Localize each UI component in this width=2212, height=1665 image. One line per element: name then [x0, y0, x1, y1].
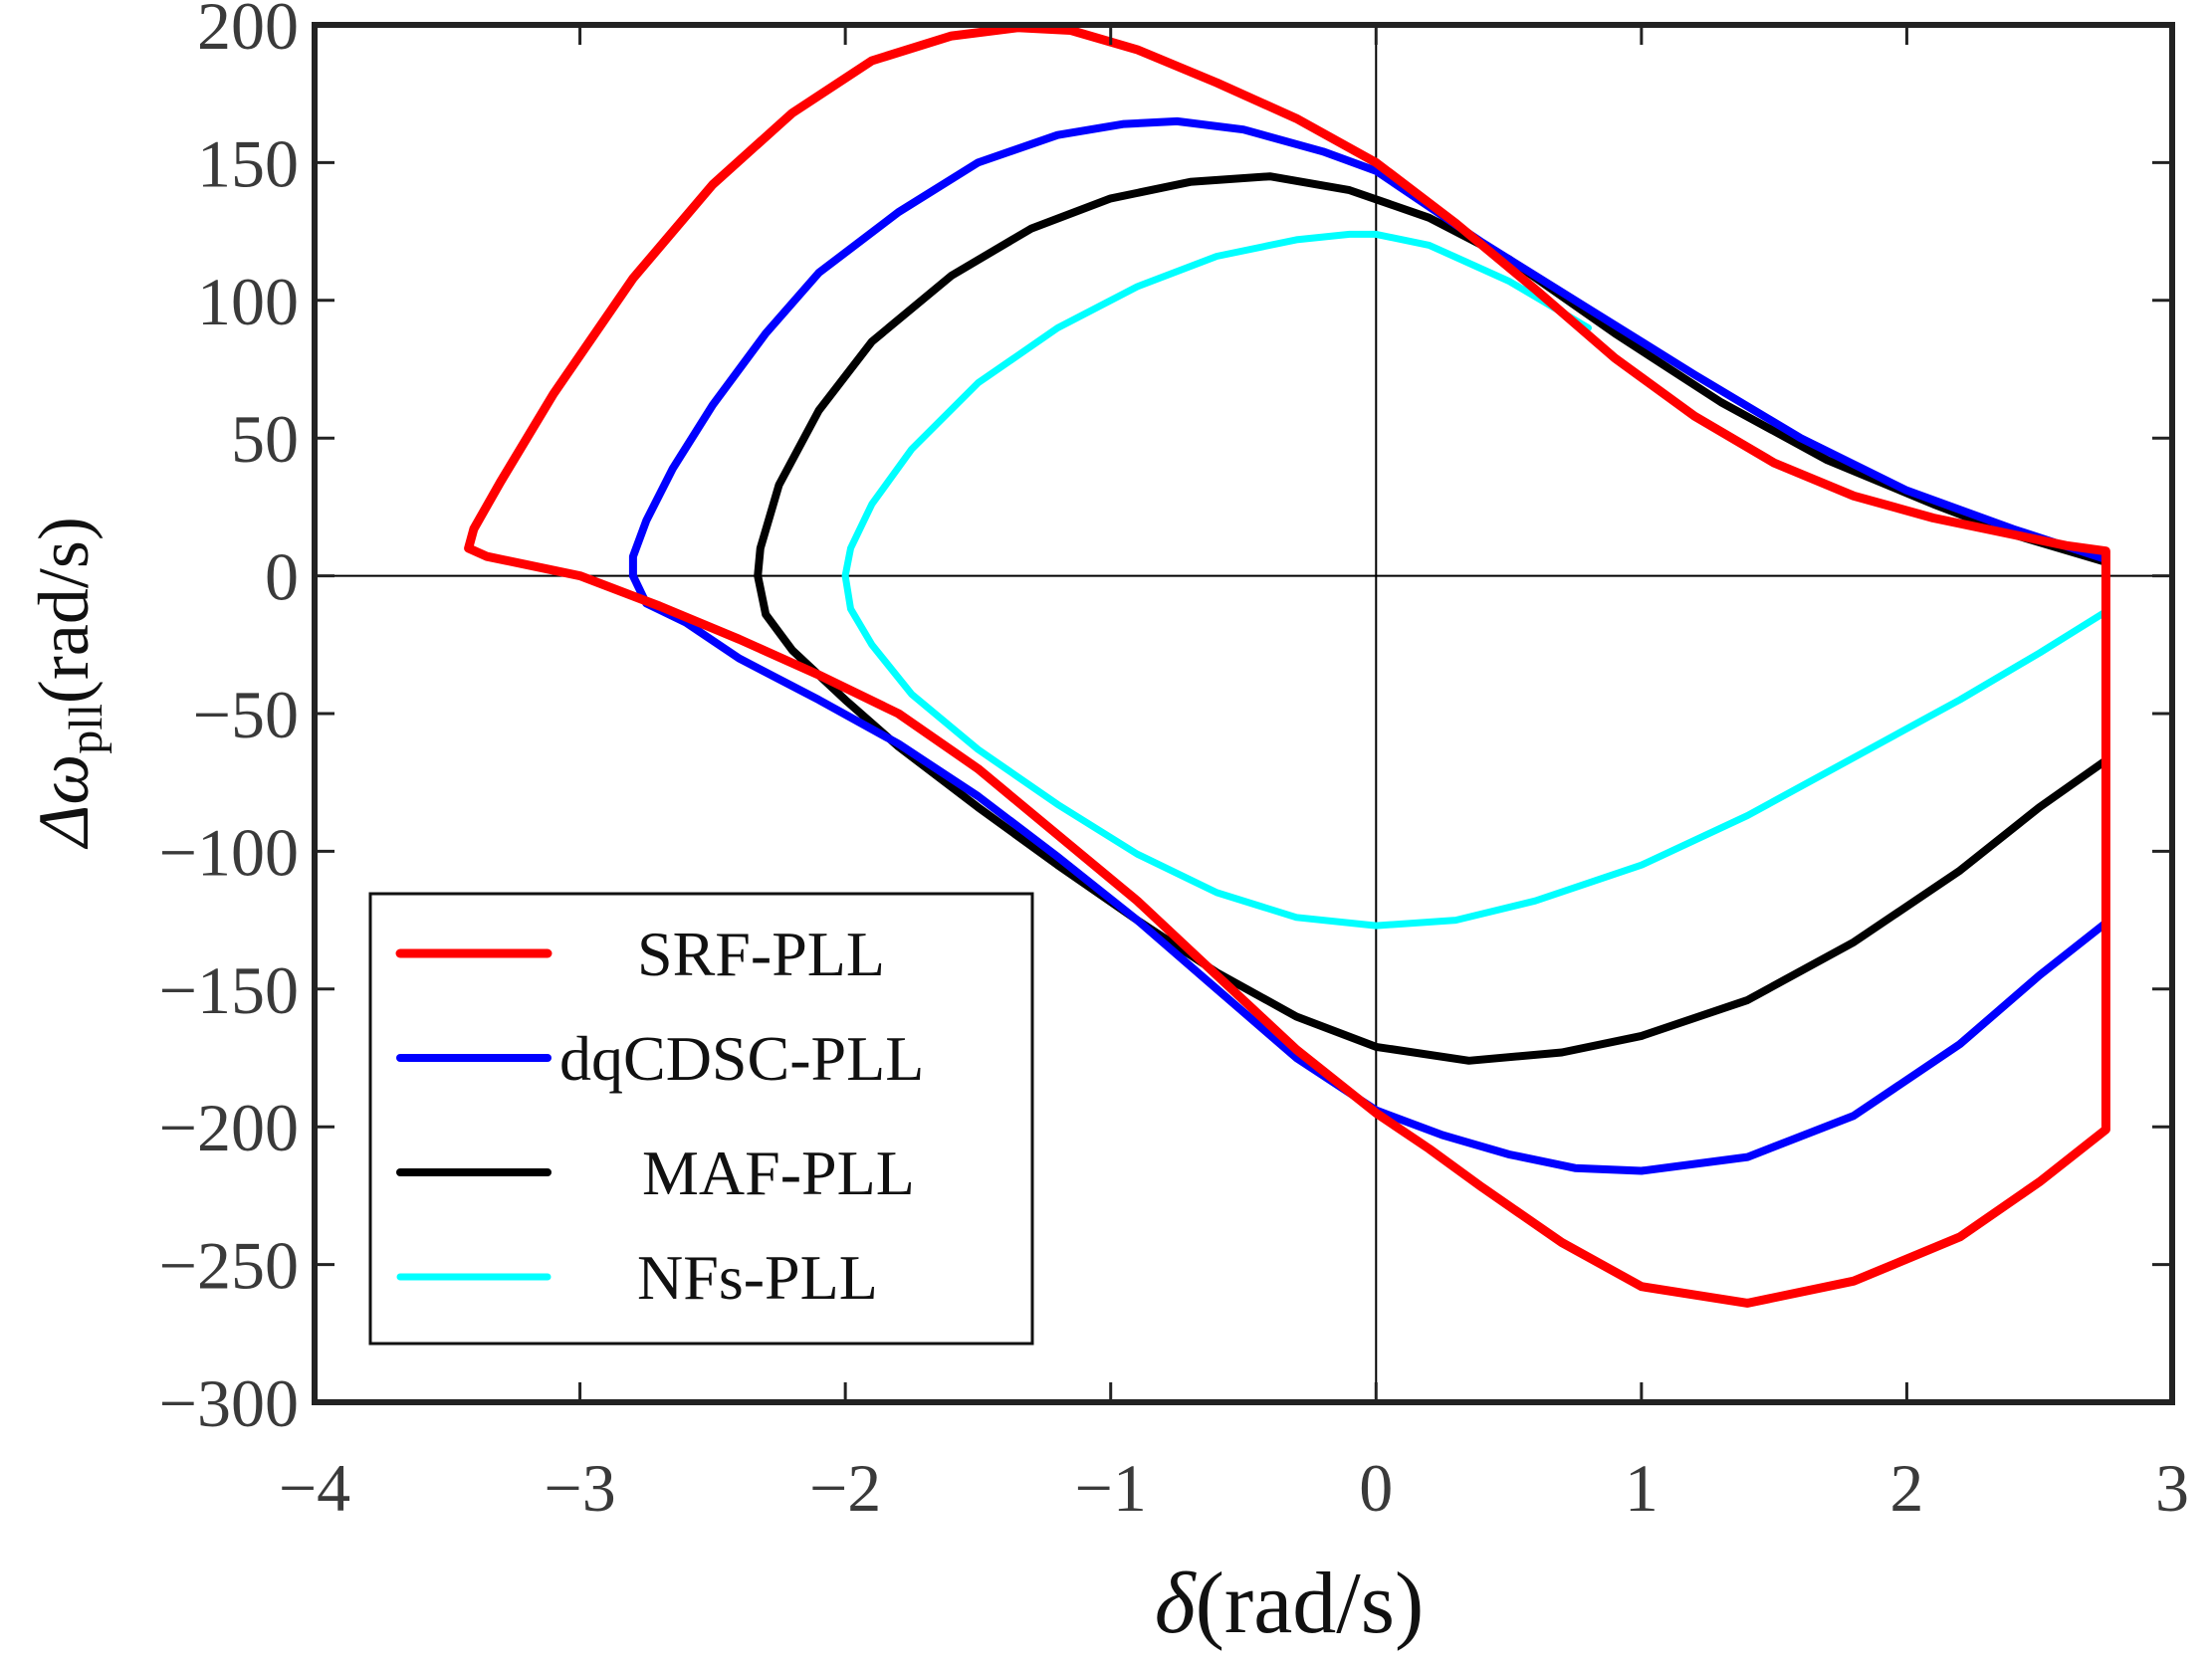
x-tick-label: 0: [1359, 1450, 1393, 1526]
legend-label: dqCDSC-PLL: [559, 1023, 924, 1094]
y-tick-label: 50: [231, 401, 299, 477]
y-tick-label: −250: [159, 1228, 299, 1304]
y-tick-label: 0: [265, 539, 299, 615]
legend-label: NFs-PLL: [637, 1242, 878, 1313]
legend-item-nfs-pll: NFs-PLL: [396, 1242, 878, 1313]
y-tick-label: −100: [159, 814, 299, 890]
x-tick-label: −2: [809, 1450, 881, 1526]
legend-label: MAF-PLL: [642, 1138, 915, 1208]
reference-lines: [315, 25, 2172, 1402]
x-tick-label: 3: [2155, 1450, 2189, 1526]
legend-label: SRF-PLL: [637, 919, 885, 989]
legend-item-dqcdsc-pll: dqCDSC-PLL: [396, 1023, 924, 1094]
y-axis-subscript: pll: [60, 704, 112, 754]
x-tick-label: 1: [1625, 1450, 1659, 1526]
series-line-dqcdsc-pll: [628, 116, 2110, 1175]
series-line-nfs-pll: [841, 230, 2109, 930]
x-axis-symbol: δ: [1155, 1556, 1198, 1652]
y-tick-label: −150: [159, 952, 299, 1028]
legend-item-srf-pll: SRF-PLL: [395, 919, 885, 989]
y-tick-label: −200: [159, 1090, 299, 1165]
y-axis-prefix: Δω: [24, 754, 104, 850]
x-axis-unit: (rad/s): [1196, 1556, 1425, 1652]
x-tick-label: −4: [279, 1450, 350, 1526]
y-axis-ticks: −300 −250 −200 −150 −100 −50 0 50 100 150 200: [159, 0, 2172, 1441]
series-line-srf-pll: [464, 23, 2110, 1308]
x-tick-label: −3: [544, 1450, 615, 1526]
x-axis-ticks: −4 −3 −2 −1 0 1 2 3: [279, 25, 2189, 1526]
y-axis-title: Δωpll(rad/s): [24, 517, 112, 850]
legend-item-maf-pll: MAF-PLL: [396, 1138, 915, 1208]
x-tick-label: 2: [1889, 1450, 1923, 1526]
y-tick-label: 200: [197, 0, 299, 64]
y-tick-label: −300: [159, 1365, 299, 1441]
x-axis-title: δ(rad/s): [1155, 1556, 1425, 1652]
y-tick-label: −50: [193, 677, 299, 752]
series-layer: [464, 23, 2110, 1308]
y-axis-unit: (rad/s): [24, 517, 104, 704]
x-tick-label: −1: [1075, 1450, 1147, 1526]
y-tick-label: 100: [197, 264, 299, 339]
legend: SRF-PLL dqCDSC-PLL MAF-PLL NFs-PLL: [368, 892, 1034, 1346]
y-tick-label: 150: [197, 125, 299, 201]
legend-box: [368, 892, 1034, 1346]
